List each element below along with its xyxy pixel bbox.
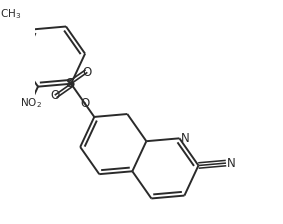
Text: NO$_2$: NO$_2$ [20,96,41,110]
Text: CH$_3$: CH$_3$ [0,7,21,21]
Text: S: S [66,77,76,90]
Text: N: N [181,132,189,145]
Text: O: O [80,97,89,110]
Text: N: N [227,157,236,170]
Text: O: O [83,66,92,79]
Text: O: O [50,89,59,102]
